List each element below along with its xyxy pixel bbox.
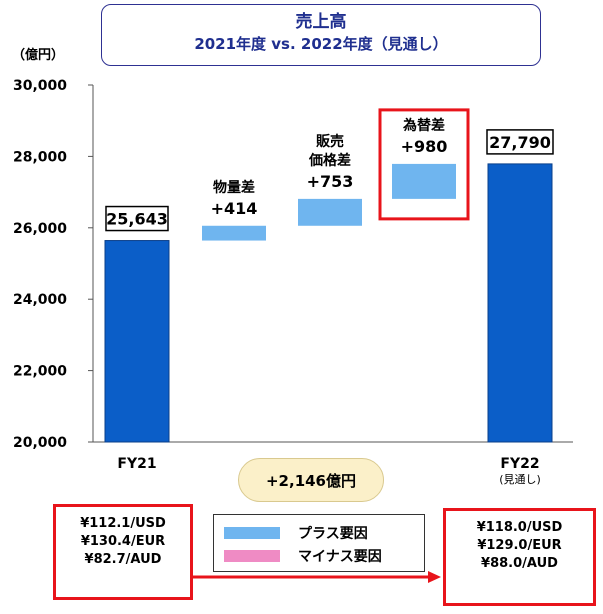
fy22-rates-box: ¥118.0/USD ¥129.0/EUR ¥88.0/AUD — [443, 508, 596, 606]
unit-label: （億円） — [12, 48, 65, 63]
legend-label-minus: マイナス要因 — [298, 549, 382, 565]
y-tick-label: 30,000 — [13, 78, 67, 94]
chart-subtitle: 2021年度 vs. 2022年度（見通し） — [194, 35, 448, 53]
highlight-box-fx — [378, 108, 470, 221]
value-label-volume: +414 — [211, 199, 258, 218]
bar-fx — [392, 163, 456, 199]
bar-price — [298, 198, 362, 226]
title-box: 売上高 2021年度 vs. 2022年度（見通し） — [101, 4, 541, 66]
fy22-rate-usd: ¥118.0/USD — [476, 520, 563, 535]
value-label-fx: +980 — [401, 137, 448, 156]
bar-fy21 — [104, 240, 170, 443]
fy22-rate-eur: ¥129.0/EUR — [477, 538, 562, 553]
total-change-badge: +2,146億円 — [238, 458, 384, 502]
value-label-fy22: 27,790 — [489, 133, 551, 152]
rate-arrow-head — [428, 571, 441, 583]
fy21-rates-box: ¥112.1/USD ¥130.4/EUR ¥82.7/AUD — [53, 504, 193, 600]
fy21-rate-eur: ¥130.4/EUR — [80, 534, 166, 549]
chart-title: 売上高 — [295, 12, 347, 32]
legend-swatch-minus — [224, 550, 280, 562]
fy22-rate-aud: ¥88.0/AUD — [481, 556, 558, 571]
legend: プラス要因 マイナス要因 — [213, 514, 425, 572]
y-tick-label: 20,000 — [13, 435, 67, 451]
value-box-fy21 — [105, 205, 169, 232]
category-sublabel-fy22: (見通し) — [499, 473, 541, 486]
legend-item-minus: マイナス要因 — [224, 546, 382, 566]
legend-label-plus: プラス要因 — [298, 526, 368, 542]
category-label-fy22: FY22 — [500, 456, 539, 472]
category-label-fy21: FY21 — [117, 456, 156, 472]
legend-item-plus: プラス要因 — [224, 523, 368, 543]
factor-label-price: 価格差 — [308, 152, 351, 169]
y-tick-label: 28,000 — [13, 149, 67, 165]
value-box-fy22 — [486, 129, 554, 155]
bar-fy22 — [487, 163, 553, 443]
legend-swatch-plus — [224, 527, 280, 539]
factor-label-price: 販売 — [316, 133, 344, 150]
factor-label-volume: 物量差 — [213, 179, 255, 196]
y-tick-label: 26,000 — [13, 221, 67, 237]
y-tick-label: 22,000 — [13, 364, 67, 380]
waterfall-chart: 20,000 22,000 24,000 26,000 28,000 30,000 25,6… — [13, 78, 573, 486]
value-label-price: +753 — [307, 172, 354, 191]
fy21-rate-usd: ¥112.1/USD — [80, 516, 166, 531]
fy21-rate-aud: ¥82.7/AUD — [84, 552, 162, 567]
y-tick-label: 24,000 — [13, 292, 67, 308]
factor-label-fx: 為替差 — [402, 117, 445, 134]
value-label-fy21: 25,643 — [106, 210, 168, 229]
bar-volume — [202, 225, 266, 241]
